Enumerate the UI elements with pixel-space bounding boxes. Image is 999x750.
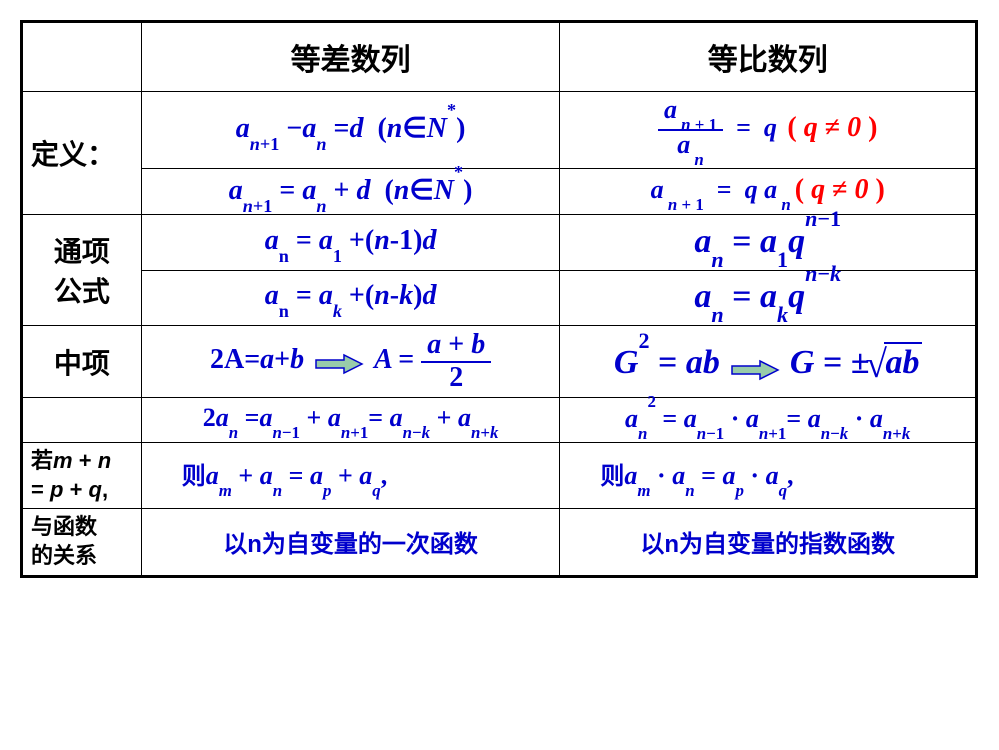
arith-general-1: an = a1 +(n-1)d [141, 215, 560, 270]
label-func-l1: 与函数 [31, 514, 97, 539]
label-blank-2an [22, 398, 142, 443]
arith-general-2: an = ak +(n-k)d [141, 270, 560, 325]
sequence-comparison-table: 等差数列 等比数列 定义： an+1 −an =d (n∈N*) a n + 1… [20, 20, 978, 578]
geo-definition-2: a n + 1 = q a n ( q ≠ 0 ) [560, 168, 977, 215]
header-arithmetic: 等差数列 [141, 22, 560, 92]
label-middle-term: 中项 [22, 325, 142, 398]
arith-mnpq: 则am + an = ap + aq, [141, 443, 560, 509]
label-function-relation: 与函数 的关系 [22, 509, 142, 576]
arith-mnpq-prefix: 则 [182, 463, 206, 490]
general-term-row-2: an = ak +(n-k)d an = akqn−k [22, 270, 977, 325]
label-general-term: 通项 公式 [22, 215, 142, 325]
label-func-l2: 的关系 [31, 543, 97, 568]
function-relation-row: 与函数 的关系 以n为自变量的一次函数 以n为自变量的指数函数 [22, 509, 977, 576]
middle-term-row: 中项 2A=a+b A = a + b2 G2 = ab G = ±ab [22, 325, 977, 398]
arith-func-text: 以n为自变量的一次函数 [223, 531, 478, 558]
geo-general-1: an = a1qn−1 [560, 215, 977, 270]
arrow-icon [730, 359, 780, 381]
label-definition: 定义： [22, 92, 142, 215]
geo-func-text: 以n为自变量的指数函数 [640, 531, 895, 558]
table-header-row: 等差数列 等比数列 [22, 22, 977, 92]
header-geometric: 等比数列 [560, 22, 977, 92]
arith-2an: 2an =an−1 + an+1= an−k + an+k [141, 398, 560, 443]
arith-function-relation: 以n为自变量的一次函数 [141, 509, 560, 576]
geo-an2: an2 = an−1 · an+1= an−k · an+k [560, 398, 977, 443]
geo-mnpq-prefix: 则 [600, 463, 624, 490]
label-mnpq: 若m + n= p + q, [22, 443, 142, 509]
label-general-term-l2: 公式 [54, 276, 110, 307]
geo-general-2: an = akqn−k [560, 270, 977, 325]
arrow-icon [314, 353, 364, 375]
geo-mnpq: 则am · an = ap · aq, [560, 443, 977, 509]
geo-definition-1: a n + 1a n = q ( q ≠ 0 ) [560, 92, 977, 169]
arith-middle-term: 2A=a+b A = a + b2 [141, 325, 560, 398]
label-general-term-l1: 通项 [54, 236, 110, 267]
header-blank [22, 22, 142, 92]
mn-pq-row: 若m + n= p + q, 则am + an = ap + aq, 则am ·… [22, 443, 977, 509]
geo-middle-term: G2 = ab G = ±ab [560, 325, 977, 398]
relation-2an-row: 2an =an−1 + an+1= an−k + an+k an2 = an−1… [22, 398, 977, 443]
definition-row-1: 定义： an+1 −an =d (n∈N*) a n + 1a n = q ( … [22, 92, 977, 169]
arith-definition-2: an+1 = an + d (n∈N*) [141, 168, 560, 215]
arith-definition-1: an+1 −an =d (n∈N*) [141, 92, 560, 169]
geo-function-relation: 以n为自变量的指数函数 [560, 509, 977, 576]
